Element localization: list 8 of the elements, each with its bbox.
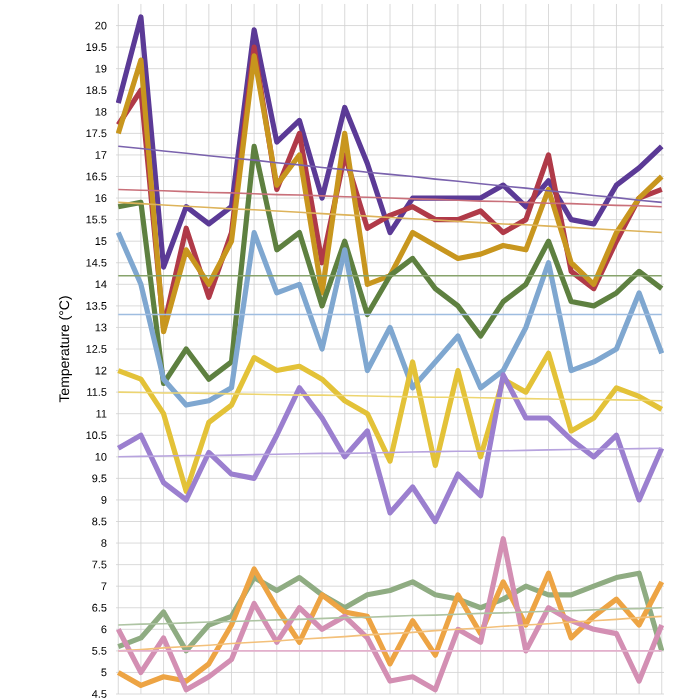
- line-series: [117, 201, 663, 234]
- line-series: [116, 372, 665, 525]
- line-series: [116, 536, 665, 693]
- line-series: [117, 188, 663, 208]
- line-series: [116, 350, 665, 494]
- line-series: [116, 229, 665, 408]
- line-series: [117, 145, 663, 204]
- line-series: [116, 143, 665, 387]
